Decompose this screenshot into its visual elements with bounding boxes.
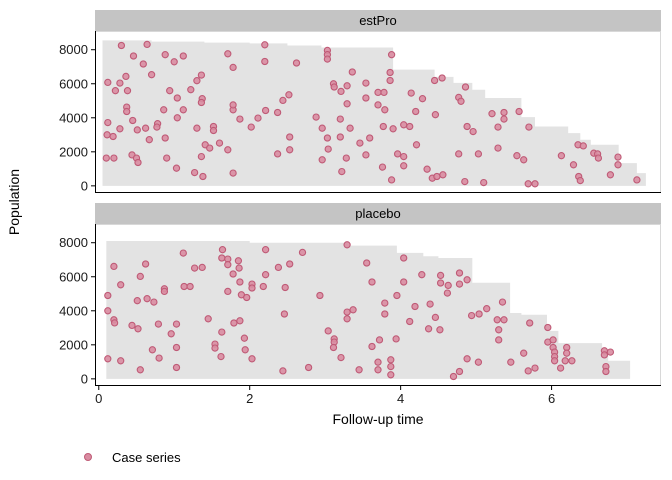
facet-strip-estpro: estPro xyxy=(95,10,661,31)
svg-text:4000: 4000 xyxy=(59,303,88,318)
facet-strip-placebo: placebo xyxy=(95,203,661,224)
svg-text:8000: 8000 xyxy=(59,235,88,250)
svg-text:0: 0 xyxy=(81,178,88,193)
legend: Case series xyxy=(84,449,181,465)
case-series-marker-icon xyxy=(84,453,92,461)
svg-text:2000: 2000 xyxy=(59,337,88,352)
y-axis-title: Population xyxy=(6,168,22,236)
facet-strip-placebo-label: placebo xyxy=(355,206,401,221)
svg-text:0: 0 xyxy=(81,371,88,386)
svg-text:8000: 8000 xyxy=(59,42,88,57)
svg-text:2: 2 xyxy=(246,391,253,406)
x-axis-title: Follow-up time xyxy=(332,411,424,427)
facet-strip-estpro-label: estPro xyxy=(359,13,397,28)
svg-text:4000: 4000 xyxy=(59,110,88,125)
svg-text:2000: 2000 xyxy=(59,144,88,159)
svg-text:6000: 6000 xyxy=(59,76,88,91)
svg-text:6: 6 xyxy=(548,391,555,406)
svg-text:6000: 6000 xyxy=(59,269,88,284)
svg-text:0: 0 xyxy=(95,391,102,406)
legend-label: Case series xyxy=(112,449,181,465)
svg-text:4: 4 xyxy=(397,391,404,406)
